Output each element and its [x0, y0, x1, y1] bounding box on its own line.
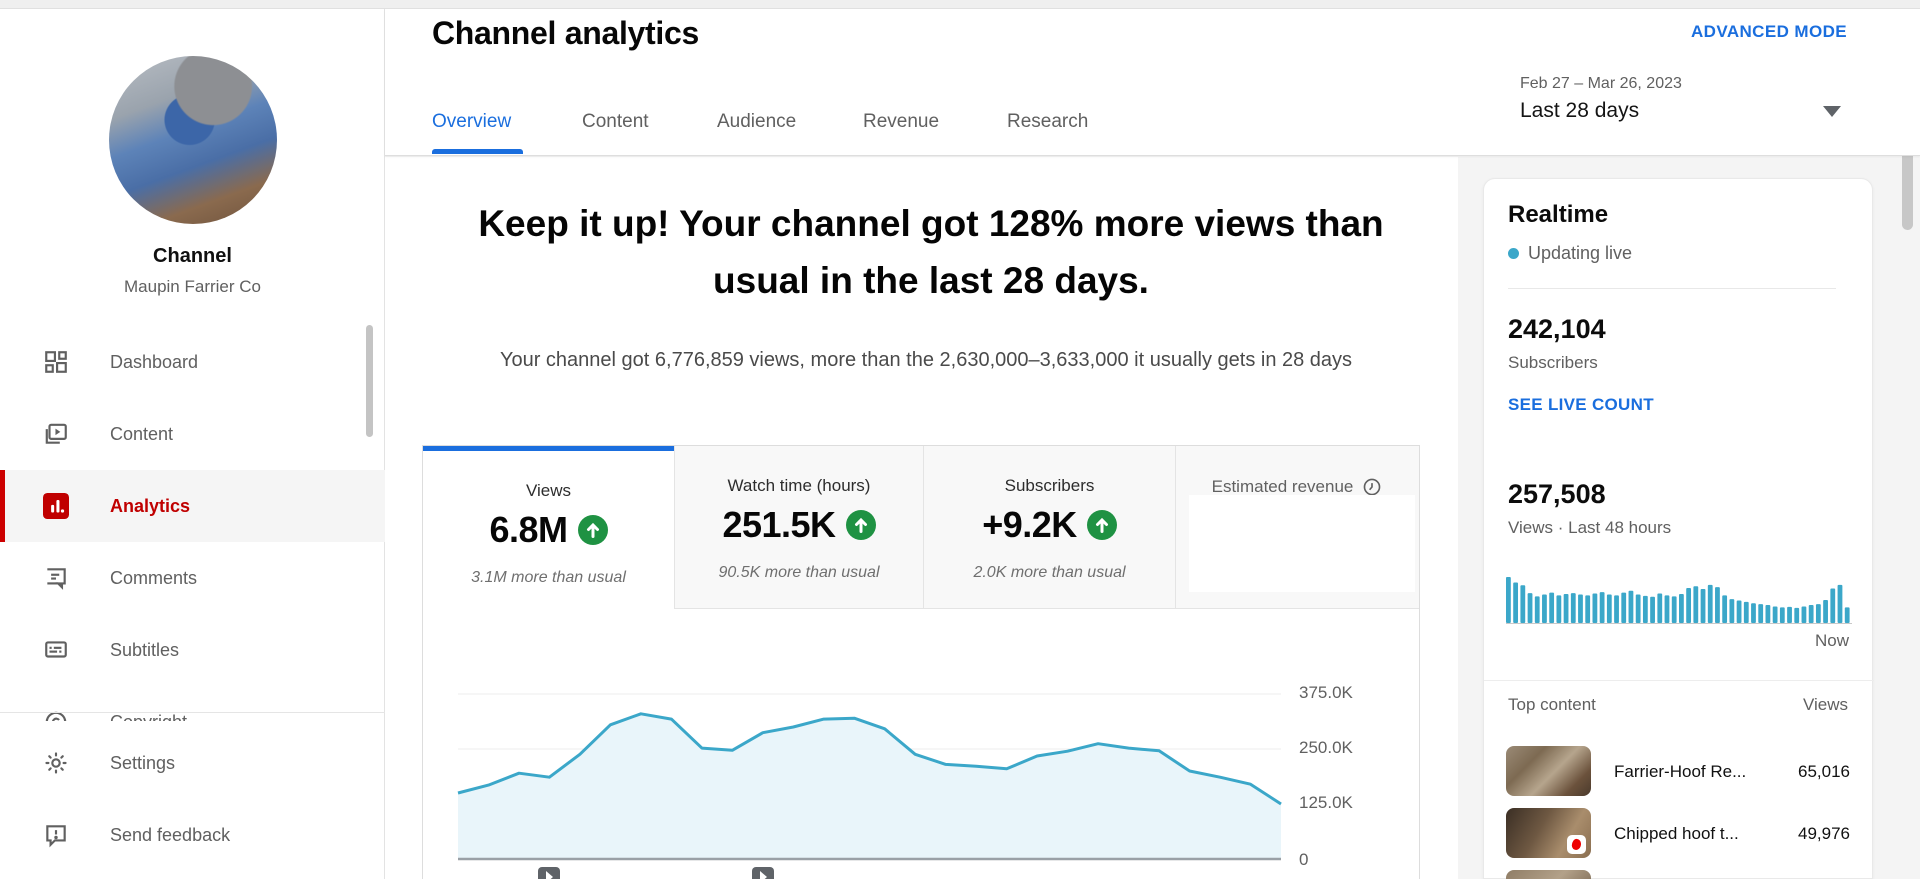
shorts-badge-icon [1567, 835, 1586, 854]
revenue-value-hidden-box [1189, 495, 1415, 592]
channel-label: Channel [153, 245, 232, 267]
channel-name: Maupin Farrier Co [124, 277, 261, 296]
copyright-icon [43, 709, 69, 721]
y-axis-tick: 375.0K [1299, 683, 1353, 702]
metric-card-subscribers[interactable]: Subscribers +9.2K 2.0K more than usual [924, 446, 1175, 609]
video-thumbnail [1506, 870, 1591, 879]
sidebar-item-copyright[interactable]: Copyright [0, 686, 385, 721]
metric-note: 3.1M more than usual [471, 569, 626, 586]
y-axis-tick: 0 [1299, 850, 1309, 869]
subtitles-icon [43, 637, 69, 663]
metric-label: Estimated revenue [1211, 477, 1354, 496]
tab-audience[interactable]: Audience [717, 111, 797, 132]
realtime-subscribers-label: Subscribers [1508, 353, 1598, 372]
tab-research[interactable]: Research [1007, 111, 1089, 132]
chevron-down-icon[interactable] [1823, 106, 1841, 117]
realtime-views-count: 257,508 [1508, 479, 1606, 509]
content-icon [43, 421, 69, 447]
video-upload-marker[interactable] [538, 867, 561, 879]
realtime-subscriber-count: 242,104 [1508, 314, 1606, 344]
top-content-row[interactable]: Chipped hoof t... 49,976 [1484, 808, 1874, 866]
metric-card-estimated-revenue[interactable]: Estimated revenue [1176, 446, 1419, 609]
header: Channel analytics ADVANCED MODE Overview… [385, 9, 1920, 156]
metric-separator [674, 446, 675, 609]
metric-separator [1175, 446, 1176, 609]
realtime-chart-axis [1506, 623, 1852, 624]
sidebar-item-analytics[interactable]: Analytics [0, 470, 385, 542]
y-axis-tick: 250.0K [1299, 738, 1353, 757]
live-dot-icon [1508, 248, 1519, 259]
sidebar-item-send-feedback[interactable]: Send feedback [0, 799, 385, 871]
sidebar-item-dashboard[interactable]: Dashboard [0, 326, 385, 398]
metric-value: 6.8M [489, 509, 568, 550]
top-content-row[interactable] [1484, 870, 1874, 879]
divider [1484, 680, 1874, 681]
realtime-title: Realtime [1508, 201, 1609, 228]
video-title: Farrier-Hoof Re... [1614, 762, 1747, 781]
video-views: 49,976 [1798, 824, 1850, 843]
active-tab-underline [432, 149, 523, 154]
overview-metrics-card: Views 6.8M 3.1M more than usual Watch ti… [422, 445, 1420, 879]
page-title: Channel analytics [432, 15, 699, 51]
sidebar: Channel Maupin Farrier Co Dashboard Cont… [0, 9, 385, 879]
sidebar-item-comments[interactable]: Comments [0, 542, 385, 614]
video-views: 65,016 [1798, 762, 1850, 781]
comments-icon [43, 565, 69, 591]
now-label: Now [1814, 631, 1849, 650]
sidebar-item-subtitles[interactable]: Subtitles [0, 614, 385, 686]
metric-label: Views [525, 481, 572, 500]
feedback-icon [43, 822, 69, 848]
tab-revenue[interactable]: Revenue [863, 111, 940, 132]
top-content-header: Top content [1508, 695, 1596, 714]
metric-card-views[interactable]: Views 6.8M 3.1M more than usual [423, 446, 674, 609]
metric-label: Subscribers [1004, 476, 1095, 495]
realtime-card: Realtime Updating live 242,104 Subscribe… [1483, 178, 1874, 879]
sidebar-item-content[interactable]: Content [0, 398, 385, 470]
realtime-48h-bar-chart [1506, 577, 1850, 623]
sidebar-item-settings[interactable]: Settings [0, 727, 385, 799]
summary-headline: Keep it up! Your channel got 128% more v… [478, 203, 1384, 301]
metric-value: +9.2K [982, 504, 1077, 545]
metric-label: Watch time (hours) [727, 476, 871, 495]
sidebar-divider [0, 712, 385, 713]
gear-icon [43, 750, 69, 776]
metric-value: 251.5K [722, 504, 836, 545]
realtime-status: Updating live [1508, 243, 1632, 264]
metric-separator [923, 446, 924, 609]
trend-up-icon [845, 510, 876, 540]
see-live-count-link[interactable]: SEE LIVE COUNT [1508, 395, 1654, 414]
trend-up-icon [577, 515, 608, 545]
top-content-row[interactable]: Farrier-Hoof Re... 65,016 [1484, 746, 1874, 804]
metric-card-watch-time[interactable]: Watch time (hours) 251.5K 90.5K more tha… [675, 446, 923, 609]
advanced-mode-link[interactable]: ADVANCED MODE [1690, 22, 1847, 41]
video-thumbnail [1506, 808, 1591, 858]
date-preset-text: Last 28 days [1520, 99, 1640, 122]
video-upload-marker[interactable] [751, 867, 774, 879]
tab-overview[interactable]: Overview [432, 111, 512, 132]
summary-subtext: Your channel got 6,776,859 views, more t… [499, 349, 1353, 371]
top-content-views-header: Views [1802, 695, 1848, 714]
sidebar-menu: Dashboard Content Analytics Comments [0, 326, 385, 721]
main-content: Keep it up! Your channel got 128% more v… [385, 157, 1458, 879]
analytics-icon [43, 493, 69, 519]
top-strip [0, 0, 1920, 9]
sidebar-scrollbar[interactable] [366, 325, 373, 437]
channel-avatar [109, 56, 277, 224]
divider [1508, 288, 1836, 289]
date-range-text: Feb 27 – Mar 26, 2023 [1520, 75, 1682, 92]
clock-icon [1361, 476, 1383, 498]
metric-note: 90.5K more than usual [718, 564, 880, 581]
dashboard-icon [43, 349, 69, 375]
views-trend-chart: 375.0K 250.0K 125.0K 0 [423, 609, 1419, 879]
video-title: Chipped hoof t... [1614, 824, 1739, 843]
trend-up-icon [1086, 510, 1117, 540]
realtime-views-label: Views · Last 48 hours [1508, 518, 1672, 537]
metric-note: 2.0K more than usual [973, 564, 1126, 581]
y-axis-tick: 125.0K [1299, 793, 1353, 812]
tab-content[interactable]: Content [582, 111, 649, 132]
video-thumbnail [1506, 746, 1591, 796]
